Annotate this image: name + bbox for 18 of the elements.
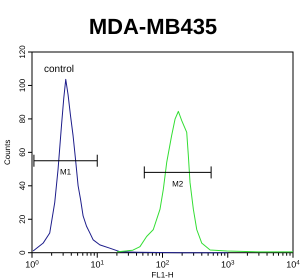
- y-tick-label: 0: [18, 250, 27, 255]
- y-axis-title: Counts: [3, 140, 12, 166]
- y-tick-label: 100: [18, 78, 27, 92]
- x-tick-label: 10$^{0}$: [25, 259, 40, 270]
- x-tick-label: 10$^{3}$: [220, 259, 235, 270]
- series-label: M1: [60, 168, 72, 177]
- x-tick-label: 10$^{1}$: [90, 259, 104, 270]
- x-tick-label: 10$^{4}$: [286, 259, 300, 270]
- y-tick-label: 120: [18, 44, 27, 59]
- y-tick-label: 40: [18, 180, 27, 190]
- chart-title: MDA-MB435: [88, 14, 218, 39]
- y-tick-label: 80: [18, 114, 27, 124]
- annotation: control: [44, 64, 74, 75]
- x-tick-label: 10$^{2}$: [156, 259, 170, 270]
- y-tick-label: 60: [18, 147, 27, 157]
- x-axis-title: FL1-H: [151, 270, 174, 280]
- series-label: M2: [172, 179, 184, 188]
- y-tick-label: 20: [18, 214, 27, 224]
